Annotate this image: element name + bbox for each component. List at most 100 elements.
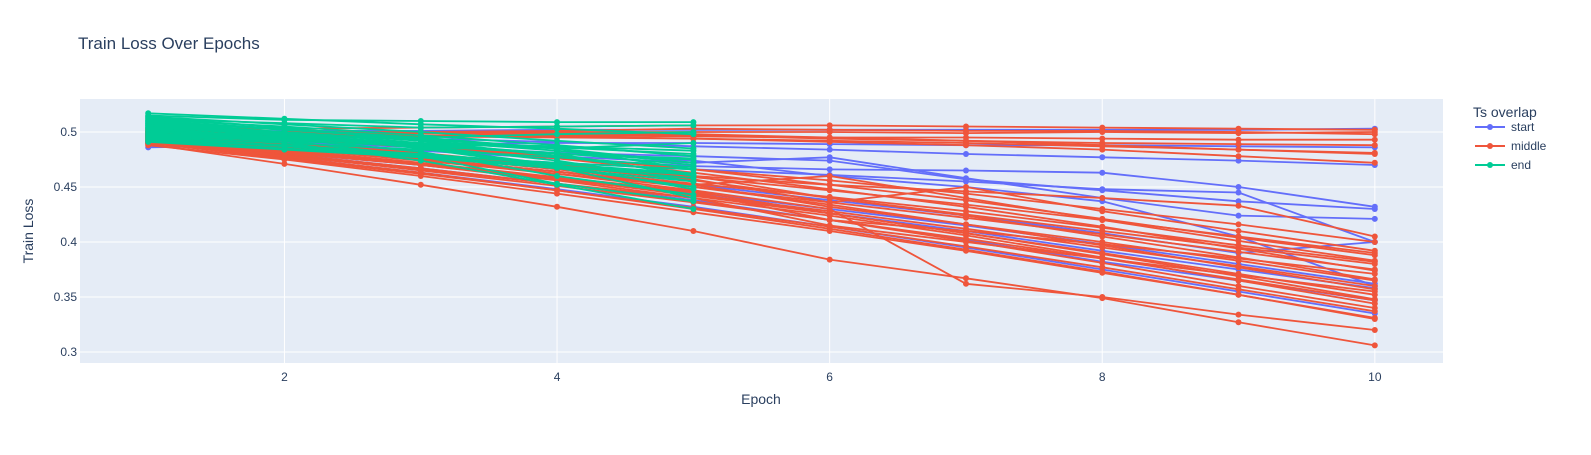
data-point-middle	[1235, 141, 1242, 148]
data-point-middle	[1235, 153, 1242, 160]
data-point-middle	[826, 177, 833, 184]
data-point-middle	[1371, 126, 1378, 133]
legend-swatch-marker	[1487, 124, 1493, 130]
legend-item-end[interactable]: end	[1475, 158, 1531, 172]
data-point-middle	[826, 187, 833, 194]
data-point-middle	[1235, 257, 1242, 264]
data-point-end	[417, 136, 424, 143]
data-point-middle	[963, 230, 969, 237]
y-axis-ticks: 0.3 0.35 0.4 0.45 0.5	[54, 125, 78, 359]
legend-item-middle[interactable]: middle	[1475, 139, 1547, 153]
data-point-middle	[1099, 135, 1106, 142]
data-point-start	[963, 178, 969, 185]
data-point-middle	[1371, 142, 1378, 149]
data-point-middle	[1371, 159, 1378, 166]
data-point-middle	[554, 190, 560, 197]
data-point-middle	[963, 247, 969, 254]
data-point-middle	[963, 211, 969, 218]
data-point-middle	[1235, 311, 1242, 318]
data-point-end	[690, 155, 697, 162]
data-point-start	[1235, 189, 1242, 196]
data-point-middle	[826, 228, 833, 234]
data-point-middle	[826, 256, 833, 263]
legend-entries: start middle end	[1475, 120, 1547, 172]
data-point-middle	[1371, 308, 1378, 315]
data-point-middle	[1371, 297, 1378, 304]
data-point-middle	[963, 184, 969, 190]
data-point-end	[690, 140, 697, 146]
data-point-middle	[826, 199, 833, 206]
data-point-end	[281, 124, 288, 131]
series-middle	[145, 141, 1378, 349]
data-point-middle	[1235, 125, 1242, 132]
data-point-end	[690, 170, 697, 177]
data-point-end	[690, 178, 697, 185]
data-point-middle	[1235, 248, 1242, 255]
data-point-start	[1371, 215, 1378, 222]
series-lines	[145, 110, 1378, 349]
y-tick-label: 0.5	[60, 125, 77, 139]
data-point-middle	[1371, 277, 1378, 284]
legend-title: Ts overlap	[1473, 104, 1537, 120]
series-line-middle	[148, 136, 1375, 296]
series-middle	[145, 142, 1378, 322]
data-point-end	[690, 206, 697, 212]
x-axis-title: Epoch	[741, 391, 781, 407]
chart-title: Train Loss Over Epochs	[78, 34, 260, 53]
data-point-middle	[417, 166, 424, 173]
data-point-start	[1235, 157, 1242, 164]
data-point-start	[1099, 154, 1106, 161]
data-point-middle	[1235, 276, 1242, 283]
data-point-end	[554, 173, 560, 179]
data-point-end	[554, 119, 560, 126]
data-point-start	[1099, 186, 1106, 193]
data-point-start	[826, 154, 833, 161]
data-point-middle	[690, 228, 697, 234]
data-point-start	[963, 167, 969, 174]
x-tick-label: 2	[281, 370, 288, 384]
y-tick-label: 0.45	[54, 180, 78, 194]
data-point-end	[690, 166, 697, 173]
data-point-end	[554, 151, 560, 157]
data-point-middle	[1371, 247, 1378, 254]
legend: Ts overlap start middle end	[1473, 104, 1547, 172]
data-point-middle	[1235, 286, 1242, 293]
data-point-middle	[1099, 146, 1106, 153]
legend-swatch-marker	[1487, 143, 1493, 149]
data-point-middle	[963, 243, 969, 250]
series-line-middle	[148, 142, 1375, 293]
data-point-end	[554, 181, 560, 188]
data-point-middle	[826, 203, 833, 210]
data-point-middle	[1371, 266, 1378, 273]
x-tick-label: 10	[1368, 370, 1382, 384]
data-point-middle	[1099, 208, 1106, 215]
y-tick-label: 0.35	[54, 290, 78, 304]
data-point-middle	[417, 181, 424, 188]
data-point-middle	[1099, 255, 1106, 262]
data-point-middle	[1371, 131, 1378, 138]
y-tick-label: 0.4	[60, 235, 77, 249]
data-point-middle	[1099, 217, 1106, 223]
data-point-middle	[690, 135, 697, 142]
data-point-middle	[1371, 270, 1378, 277]
data-point-middle	[1099, 250, 1106, 256]
data-point-middle	[826, 122, 833, 129]
data-point-end	[690, 195, 697, 201]
data-point-middle	[1235, 146, 1242, 153]
data-point-middle	[826, 126, 833, 133]
data-point-middle	[963, 123, 969, 130]
data-point-middle	[1235, 291, 1242, 298]
legend-item-start[interactable]: start	[1475, 120, 1535, 134]
data-point-middle	[1235, 221, 1242, 228]
data-point-middle	[1099, 294, 1106, 300]
data-point-middle	[963, 201, 969, 208]
data-point-middle	[826, 217, 833, 223]
legend-label: start	[1511, 120, 1535, 134]
data-point-middle	[1099, 228, 1106, 234]
data-point-end	[554, 131, 560, 138]
data-point-middle	[826, 138, 833, 145]
data-point-end	[554, 137, 560, 144]
data-point-end	[554, 164, 560, 171]
data-point-end	[690, 122, 697, 129]
